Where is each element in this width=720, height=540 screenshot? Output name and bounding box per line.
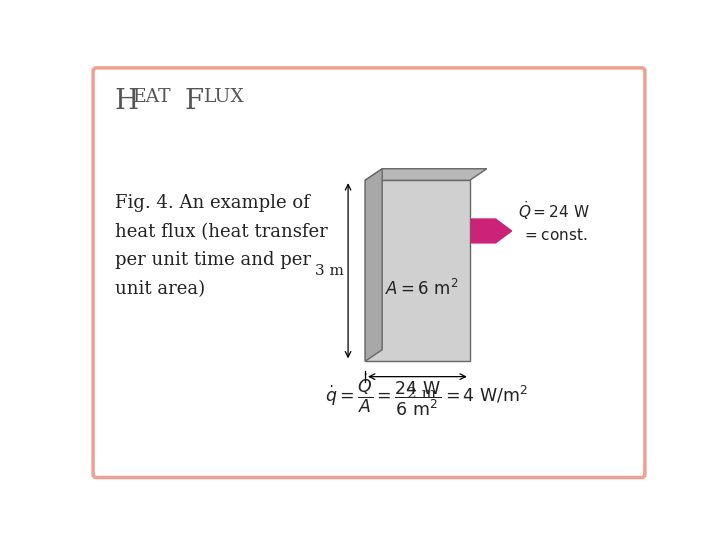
Text: F: F [184, 88, 204, 115]
Text: per unit time and per: per unit time and per [114, 251, 311, 269]
Text: Fig. 4. An example of: Fig. 4. An example of [114, 194, 310, 212]
Text: $\dot{q} = \dfrac{\dot{Q}}{A} = \dfrac{24\ \mathrm{W}}{6\ \mathrm{m}^2} = 4\ \ma: $\dot{q} = \dfrac{\dot{Q}}{A} = \dfrac{2… [325, 371, 528, 418]
Text: LUX: LUX [204, 88, 245, 106]
FancyBboxPatch shape [93, 68, 645, 477]
Polygon shape [365, 168, 382, 361]
Text: heat flux (heat transfer: heat flux (heat transfer [114, 222, 328, 241]
Text: unit area): unit area) [114, 280, 205, 298]
Polygon shape [365, 168, 487, 180]
Bar [365, 180, 469, 361]
Text: EAT: EAT [133, 88, 172, 106]
Text: H: H [114, 88, 139, 115]
Text: 3 m: 3 m [315, 264, 343, 278]
FancyArrow shape [472, 219, 512, 243]
Text: $\dot{Q}$$ = 24\ \mathrm{W}$: $\dot{Q}$$ = 24\ \mathrm{W}$ [518, 200, 590, 222]
Text: $= \mathrm{const.}$: $= \mathrm{const.}$ [523, 227, 588, 244]
Text: 2 m: 2 m [407, 387, 436, 401]
Text: $A = 6\ \mathrm{m}^2$: $A = 6\ \mathrm{m}^2$ [384, 279, 458, 299]
